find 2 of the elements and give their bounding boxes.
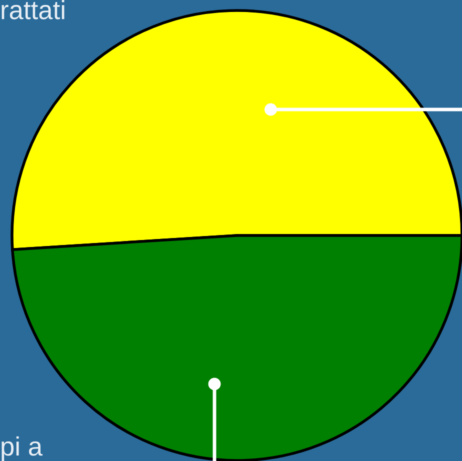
text: rattati [2,0,64,20]
text: pi a [2,436,43,461]
